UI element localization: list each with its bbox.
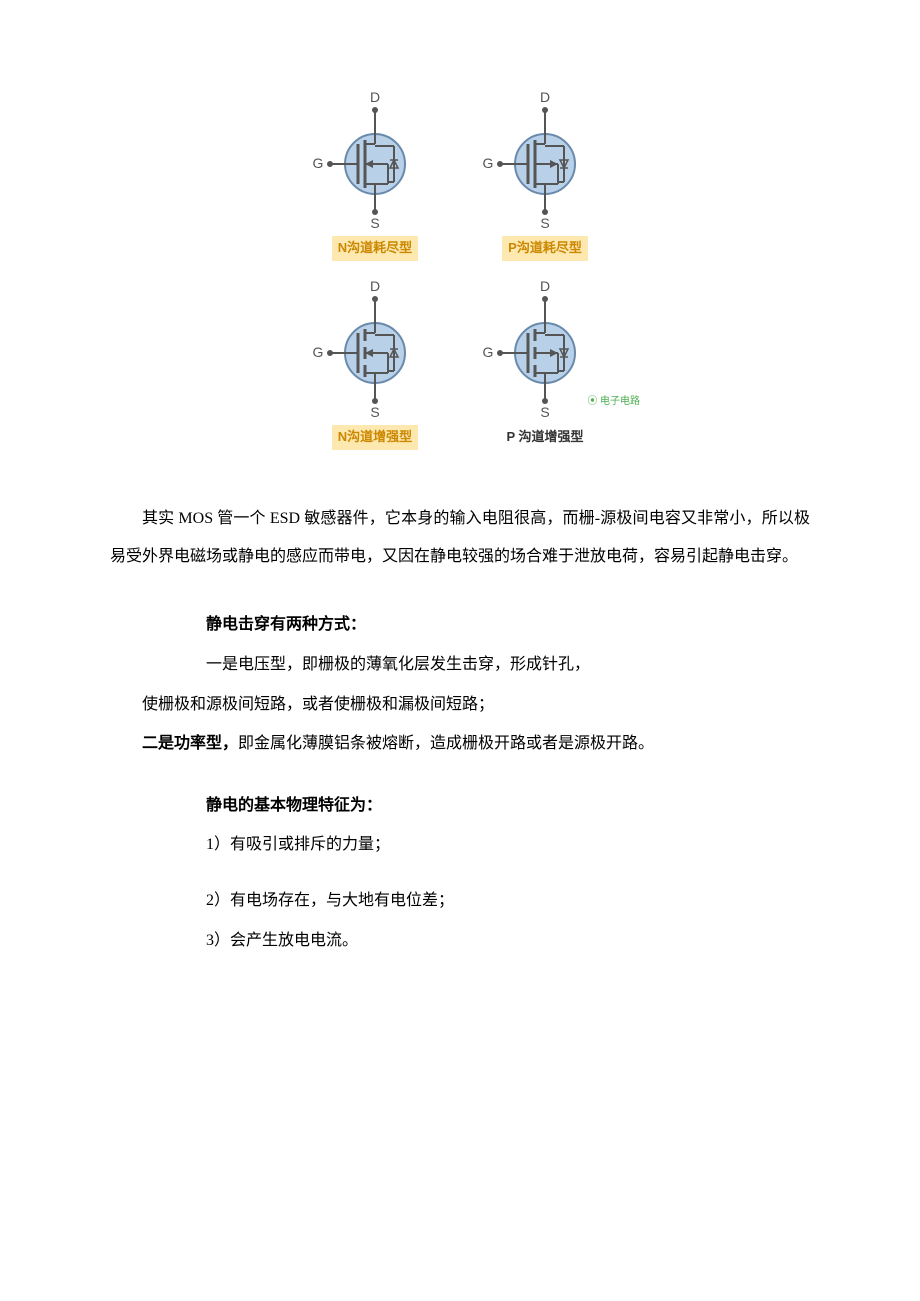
mosfet-p-depletion: D G — [480, 90, 610, 261]
heading-esd-characteristics: 静电的基本物理特征为： — [110, 793, 810, 819]
voltage-type-line-a: 一是电压型，即栅极的薄氧化层发生击穿，形成针孔， — [110, 652, 810, 678]
terminal-g-label: G — [483, 344, 494, 360]
power-type-bold: 二是功率型， — [142, 735, 238, 752]
mosfet-n-enhancement: D — [310, 279, 440, 450]
characteristic-3: 3）会产生放电电流。 — [110, 928, 810, 954]
mosfet-diagram-grid: D — [110, 90, 810, 450]
intro-paragraph: 其实 MOS 管一个 ESD 敏感器件，它本身的输入电阻很高，而栅-源极间电容又… — [110, 500, 810, 577]
terminal-g-label: G — [313, 344, 324, 360]
terminal-d-label: D — [540, 90, 550, 105]
terminal-d-label: D — [540, 279, 550, 294]
mosfet-symbol-icon: D G — [480, 90, 610, 230]
caption-p-enhancement: P 沟道增强型 — [500, 425, 589, 450]
characteristic-2: 2）有电场存在，与大地有电位差； — [110, 888, 810, 914]
mosfet-n-depletion: D — [310, 90, 440, 261]
caption-p-depletion: P沟道耗尽型 — [502, 236, 588, 261]
voltage-type-line-b: 使栅极和源极间短路，或者使栅极和漏极间短路； — [110, 692, 810, 718]
terminal-d-label: D — [370, 279, 380, 294]
watermark-label: ⦿ 电子电路 — [588, 394, 641, 410]
terminal-s-label: S — [540, 404, 549, 419]
mosfet-symbol-icon: D — [310, 279, 440, 419]
terminal-s-label: S — [370, 215, 379, 230]
terminal-d-label: D — [370, 90, 380, 105]
terminal-s-label: S — [370, 404, 379, 419]
caption-n-enhancement: N沟道增强型 — [332, 425, 418, 450]
terminal-g-label: G — [313, 155, 324, 171]
terminal-g-label: G — [483, 155, 494, 171]
power-type-line: 二是功率型，即金属化薄膜铝条被熔断，造成栅极开路或者是源极开路。 — [110, 731, 810, 757]
terminal-s-label: S — [540, 215, 549, 230]
diagram-row-1: D — [310, 90, 610, 261]
mosfet-p-enhancement: D — [480, 279, 610, 450]
heading-breakdown-types: 静电击穿有两种方式： — [110, 612, 810, 638]
characteristic-1: 1）有吸引或排斥的力量； — [110, 832, 810, 858]
mosfet-symbol-icon: D — [310, 90, 440, 230]
caption-n-depletion: N沟道耗尽型 — [332, 236, 418, 261]
power-type-rest: 即金属化薄膜铝条被熔断，造成栅极开路或者是源极开路。 — [238, 735, 654, 752]
diagram-row-2: D — [310, 279, 610, 450]
